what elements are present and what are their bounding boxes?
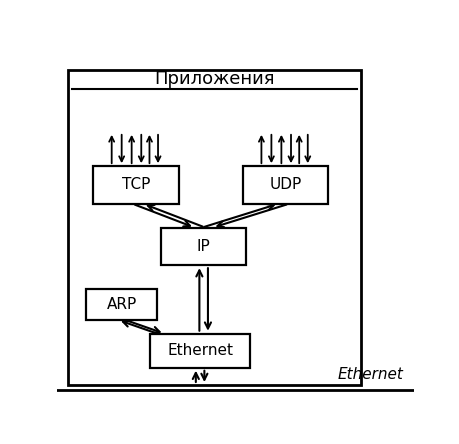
Bar (68, 71, 360, 385)
Bar (93, 166, 178, 204)
Text: UDP: UDP (269, 178, 301, 192)
Text: Ethernet: Ethernet (167, 343, 233, 358)
Bar (161, 228, 246, 265)
Text: Приложения: Приложения (154, 70, 274, 88)
Bar (242, 166, 328, 204)
Text: ARP: ARP (106, 297, 136, 312)
Text: TCP: TCP (122, 178, 150, 192)
Text: IP: IP (196, 239, 210, 254)
Bar (150, 333, 250, 368)
Text: Ethernet: Ethernet (337, 367, 403, 382)
Bar (86, 289, 157, 320)
